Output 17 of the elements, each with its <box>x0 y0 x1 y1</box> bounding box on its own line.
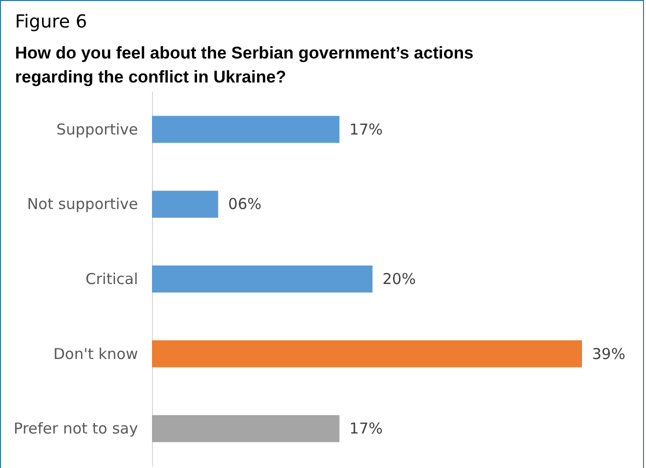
data-label: 39% <box>592 344 626 363</box>
chart-title: Figure 6 <box>15 12 88 32</box>
y-tick-label: Critical <box>86 270 138 288</box>
bar <box>152 415 340 442</box>
y-tick-label: Supportive <box>56 120 138 138</box>
data-label: 17% <box>349 120 383 138</box>
y-tick-label: Prefer not to say <box>14 420 138 438</box>
data-label: 06% <box>228 195 262 214</box>
chart-subtitle: How do you feel about the Serbian government’s actions regarding the conflict in Ukraine? <box>15 44 478 86</box>
y-tick-label: Don't know <box>53 344 138 363</box>
y-tick-label: Not supportive <box>27 195 138 214</box>
bar <box>152 266 373 292</box>
bar <box>152 116 340 143</box>
data-label: 20% <box>382 270 416 288</box>
bar <box>152 340 582 368</box>
data-label: 17% <box>349 420 383 438</box>
bar <box>152 190 218 218</box>
